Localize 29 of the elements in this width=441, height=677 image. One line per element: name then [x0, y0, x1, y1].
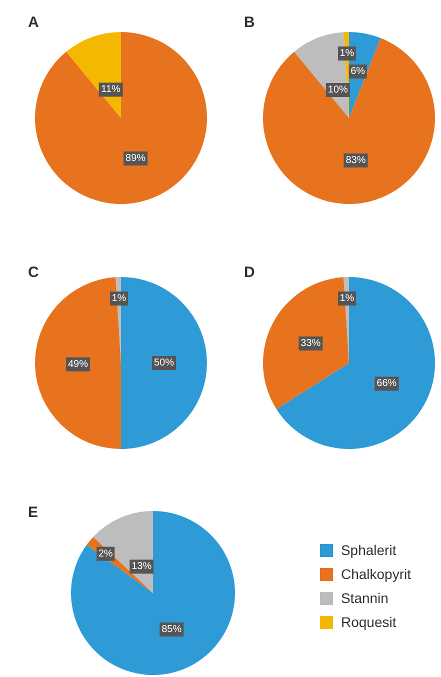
pie-slice — [71, 511, 235, 675]
legend-label: Sphalerit — [340, 542, 396, 558]
legend-label: Stannin — [340, 590, 388, 606]
pie-slice — [93, 511, 153, 593]
chart-title: A — [28, 14, 39, 31]
legend-label: Roquesit — [340, 614, 396, 630]
chart-title: C — [28, 264, 39, 281]
pie-slice — [263, 38, 435, 204]
pie-slice — [35, 32, 207, 204]
data-label: 13% — [132, 561, 152, 572]
data-label: 83% — [346, 154, 366, 166]
data-label: 11% — [101, 84, 121, 96]
data-label: 1% — [340, 48, 354, 60]
data-label: 33% — [300, 338, 321, 349]
data-label: 89% — [126, 152, 146, 164]
pie-slice — [276, 277, 435, 449]
data-label: 2% — [98, 548, 113, 560]
data-label: 1% — [112, 293, 126, 304]
data-label: 66% — [376, 378, 397, 390]
data-label: 85% — [162, 624, 182, 636]
legend-label: Chalkopyrit — [340, 566, 411, 582]
chart-title: D — [244, 264, 255, 281]
data-label: 6% — [350, 66, 366, 78]
chart-title: B — [244, 14, 255, 31]
data-label: 49% — [68, 358, 88, 370]
data-label: 10% — [328, 84, 348, 96]
data-label: 50% — [154, 358, 174, 368]
data-label: 1% — [340, 293, 354, 304]
chart-title: E — [28, 504, 38, 521]
